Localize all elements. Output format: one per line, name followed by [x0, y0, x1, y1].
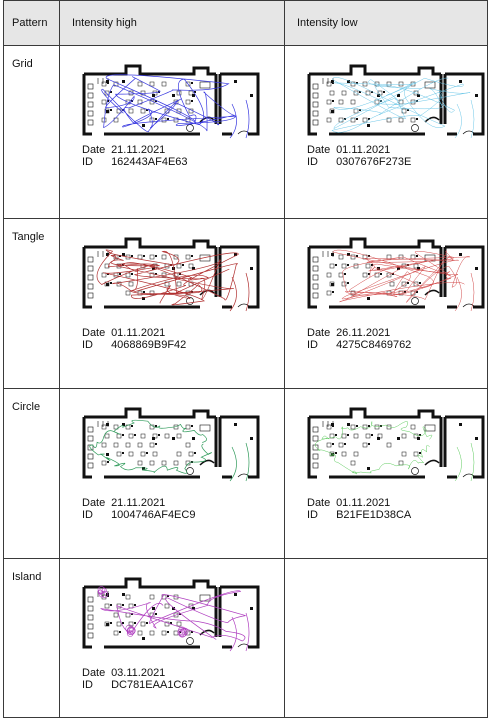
- cell-low: Date 26.11.2021 ID 4275C8469762: [284, 218, 488, 389]
- date-label: Date: [307, 327, 331, 339]
- cell-low: Date 01.11.2021 ID 0307676F273E: [284, 45, 488, 219]
- pattern-label: Island: [3, 558, 60, 718]
- id-value: 162443AF4E63: [111, 156, 188, 168]
- header-intensity-high: Intensity high: [59, 0, 285, 46]
- date-label: Date: [82, 327, 106, 339]
- header-pattern: Pattern: [3, 0, 60, 46]
- id-label: ID: [82, 339, 93, 351]
- floor-plan-image: [82, 577, 260, 652]
- floor-plan-image: [82, 407, 260, 482]
- pattern-label: Circle: [3, 388, 60, 559]
- date-value: 01.11.2021: [336, 144, 391, 156]
- date-label: Date: [82, 144, 106, 156]
- date-label: Date: [307, 497, 331, 509]
- id-value: 0307676F273E: [336, 156, 412, 168]
- id-value: 4068869B9F42: [111, 339, 187, 351]
- date-value: 01.11.2021: [111, 327, 166, 339]
- id-value: 1004746AF4EC9: [111, 509, 196, 521]
- cell-empty: [284, 558, 488, 718]
- cell-high: Date 21.11.2021 ID 1004746AF4EC9: [59, 388, 285, 559]
- cell-meta: Date 21.11.2021 ID 162443AF4E63: [82, 144, 188, 168]
- id-label: ID: [307, 339, 318, 351]
- cell-high: Date 21.11.2021 ID 162443AF4E63: [59, 45, 285, 219]
- header-row: Pattern Intensity high Intensity low: [3, 0, 488, 46]
- floor-plan-image: [307, 237, 485, 312]
- date-value: 21.11.2021: [111, 144, 166, 156]
- date-label: Date: [307, 144, 331, 156]
- patterns-table: Pattern Intensity high Intensity low Gri…: [3, 0, 488, 718]
- cell-meta: Date 26.11.2021 ID 4275C8469762: [307, 327, 411, 351]
- floor-plan-image: [307, 64, 485, 139]
- id-value: B21FE1D38CA: [336, 509, 412, 521]
- cell-meta: Date 21.11.2021 ID 1004746AF4EC9: [82, 497, 195, 521]
- date-value: 21.11.2021: [111, 497, 166, 509]
- id-label: ID: [307, 156, 318, 168]
- date-value: 01.11.2021: [336, 497, 391, 509]
- date-label: Date: [82, 497, 106, 509]
- cell-meta: Date 01.11.2021 ID 0307676F273E: [307, 144, 411, 168]
- cell-low: Date 01.11.2021 ID B21FE1D38CA: [284, 388, 488, 559]
- floor-plan-image: [82, 237, 260, 312]
- id-value: 4275C8469762: [336, 339, 412, 351]
- cell-high: Date 03.11.2021 ID DC781EAA1C67: [59, 558, 285, 718]
- table-row: Tangle Date 01.11.2021 ID 4068869B9F42 D…: [3, 218, 488, 389]
- id-value: DC781EAA1C67: [111, 679, 194, 691]
- cell-meta: Date 01.11.2021 ID 4068869B9F42: [82, 327, 186, 351]
- id-label: ID: [307, 509, 318, 521]
- id-label: ID: [82, 509, 93, 521]
- id-label: ID: [82, 679, 93, 691]
- floor-plan-image: [82, 64, 260, 139]
- date-value: 26.11.2021: [336, 327, 391, 339]
- table-row: Circle Date 21.11.2021 ID 1004746AF4EC9 …: [3, 388, 488, 559]
- floor-plan-image: [307, 407, 485, 482]
- date-label: Date: [82, 667, 106, 679]
- cell-meta: Date 01.11.2021 ID B21FE1D38CA: [307, 497, 411, 521]
- date-value: 03.11.2021: [111, 667, 166, 679]
- cell-high: Date 01.11.2021 ID 4068869B9F42: [59, 218, 285, 389]
- pattern-label: Grid: [3, 45, 60, 219]
- table-row: Grid Date 21.11.2021 ID 162443AF4E63 Dat…: [3, 45, 488, 219]
- header-intensity-low: Intensity low: [284, 0, 488, 46]
- pattern-label: Tangle: [3, 218, 60, 389]
- id-label: ID: [82, 156, 93, 168]
- table-row: Island Date 03.11.2021 ID DC781EAA1C67: [3, 558, 488, 718]
